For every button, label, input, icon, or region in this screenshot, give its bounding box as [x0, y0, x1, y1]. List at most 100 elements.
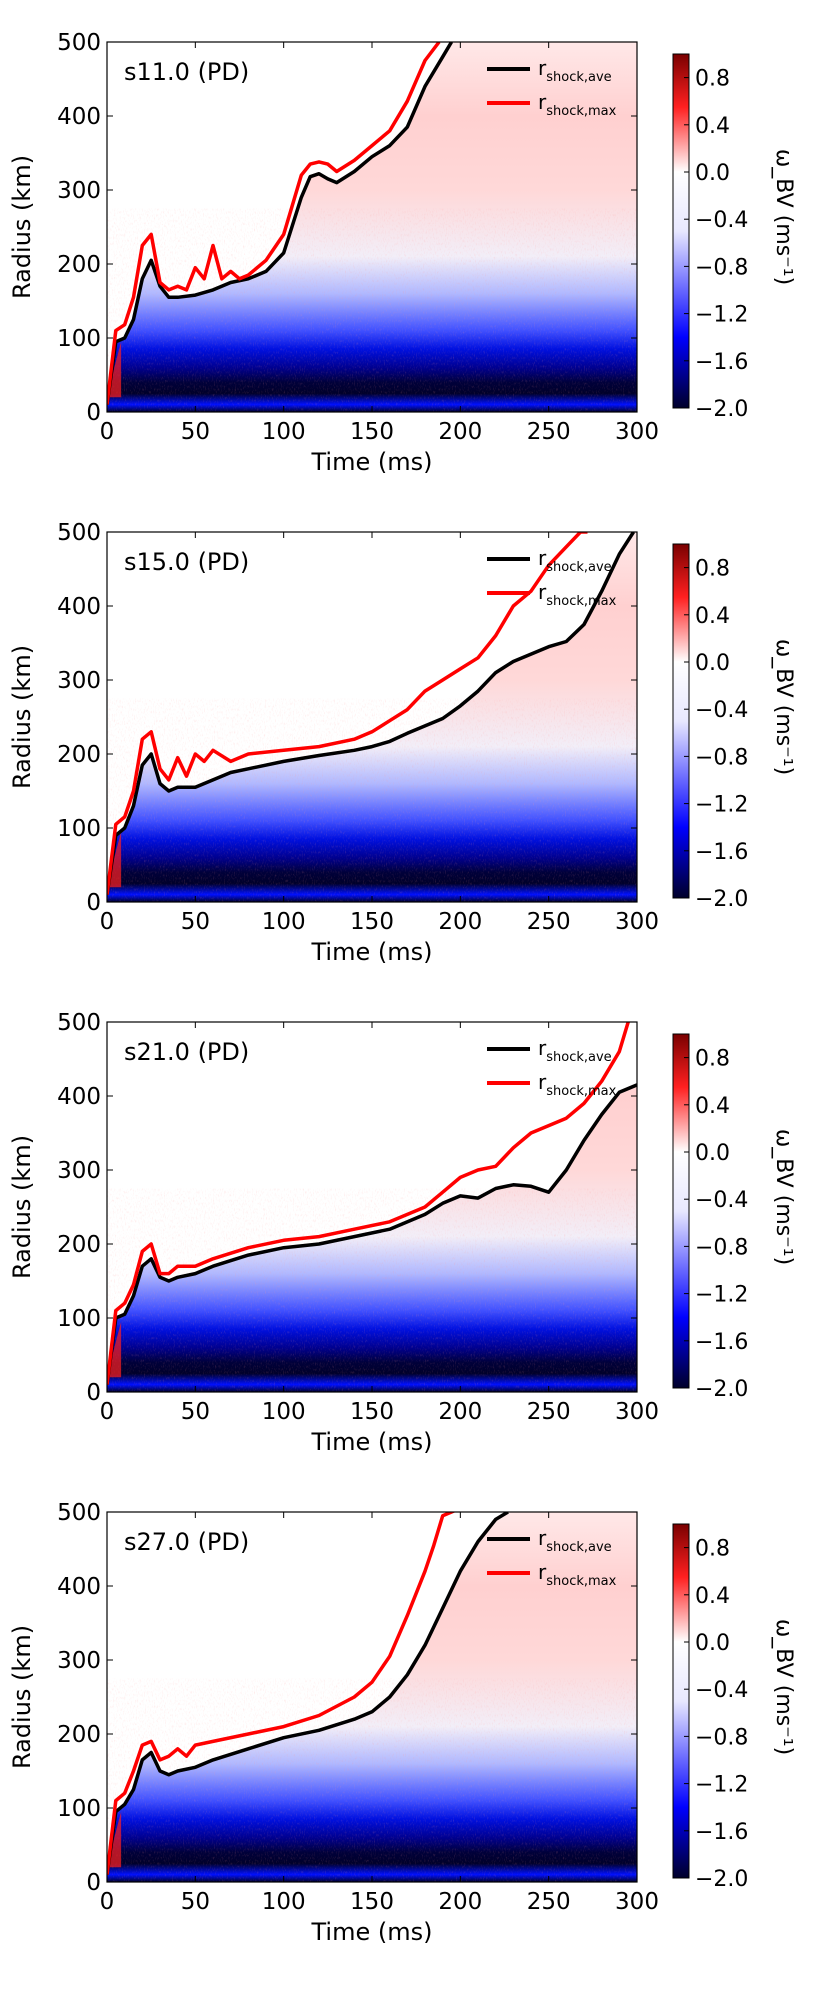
x-axis-label: Time (ms) — [311, 1918, 433, 1946]
heatmap-texture — [107, 1678, 637, 1882]
colorbar-tick-label: −0.4 — [695, 698, 748, 723]
y-tick-label: 100 — [57, 1306, 101, 1332]
colorbar-tick-label: 0.0 — [695, 651, 730, 676]
heatmap-texture — [107, 1188, 637, 1392]
x-tick-label: 100 — [262, 909, 306, 935]
x-tick-label: 0 — [100, 419, 115, 445]
colorbar-tick-label: 0.0 — [695, 1141, 730, 1166]
colorbar-tick-label: −1.6 — [695, 1330, 748, 1355]
colorbar-tick-label: 0.4 — [695, 114, 730, 139]
series-line-r-shock-ave — [107, 532, 635, 895]
x-tick-label: 150 — [350, 1889, 394, 1915]
colorbar-tick-label: −1.2 — [695, 1773, 748, 1798]
x-tick-label: 50 — [181, 909, 210, 935]
colorbar-tick-label: −2.0 — [695, 1867, 748, 1892]
colorbar-label: ω_BV (ms⁻¹) — [771, 1619, 796, 1755]
heatmap-texture — [107, 698, 637, 902]
colorbar-tick-label: −0.8 — [695, 255, 748, 280]
y-axis-label: Radius (km) — [8, 1135, 36, 1279]
colorbar-tick-label: 0.4 — [695, 1584, 730, 1609]
x-tick-label: 200 — [438, 909, 482, 935]
colorbar-tick-label: −2.0 — [695, 1377, 748, 1402]
colorbar — [672, 1523, 690, 1879]
legend-entry-subscript: shock,max — [546, 1574, 616, 1589]
x-tick-label: 150 — [350, 1399, 394, 1425]
x-axis-label: Time (ms) — [311, 1428, 433, 1456]
y-axis-label: Radius (km) — [8, 155, 36, 299]
series-line-r-shock-max — [107, 42, 441, 405]
legend-entry-subscript: shock,ave — [546, 1540, 611, 1555]
heatmap — [107, 532, 637, 902]
x-tick-label: 0 — [100, 1399, 115, 1425]
x-tick-label: 0 — [100, 1889, 115, 1915]
y-tick-label: 500 — [57, 30, 101, 56]
colorbar-tick-label: −0.8 — [695, 745, 748, 770]
y-tick-label: 200 — [57, 252, 101, 278]
x-axis-label: Time (ms) — [311, 938, 433, 966]
colorbar-tick-label: 0.8 — [695, 67, 730, 92]
series-line-r-shock-max — [107, 1512, 457, 1875]
colorbar-tick-label: −0.4 — [695, 208, 748, 233]
x-tick-label: 300 — [615, 909, 659, 935]
colorbar-tick-label: 0.8 — [695, 1537, 730, 1562]
legend-entry-subscript: shock,max — [546, 1084, 616, 1099]
y-tick-label: 400 — [57, 1574, 101, 1600]
y-tick-label: 300 — [57, 1648, 101, 1674]
y-axis-label: Radius (km) — [8, 645, 36, 789]
x-tick-label: 300 — [615, 1399, 659, 1425]
panel-title: s15.0 (PD) — [124, 548, 249, 576]
colorbar-tick-label: 0.4 — [695, 1094, 730, 1119]
y-tick-label: 100 — [57, 1796, 101, 1822]
heatmap — [107, 1022, 637, 1392]
panel-title: s21.0 (PD) — [124, 1038, 249, 1066]
y-tick-label: 300 — [57, 178, 101, 204]
x-axis-label: Time (ms) — [311, 448, 433, 476]
x-tick-label: 200 — [438, 419, 482, 445]
colorbar-tick-label: −0.4 — [695, 1188, 748, 1213]
heatmap-texture — [107, 208, 637, 412]
x-tick-label: 100 — [262, 1889, 306, 1915]
x-tick-label: 150 — [350, 909, 394, 935]
legend-entry-subscript: shock,ave — [546, 70, 611, 85]
x-tick-label: 250 — [527, 1399, 571, 1425]
x-tick-label: 250 — [527, 419, 571, 445]
x-tick-label: 200 — [438, 1399, 482, 1425]
x-tick-label: 250 — [527, 909, 571, 935]
y-tick-label: 400 — [57, 594, 101, 620]
x-tick-label: 300 — [615, 419, 659, 445]
colorbar-tick-label: 0.8 — [695, 1047, 730, 1072]
panel-title: s27.0 (PD) — [124, 1528, 249, 1556]
legend-entry-subscript: shock,ave — [546, 1050, 611, 1065]
y-tick-label: 400 — [57, 104, 101, 130]
colorbar-tick-label: 0.4 — [695, 604, 730, 629]
x-tick-label: 150 — [350, 419, 394, 445]
colorbar-tick-label: −1.6 — [695, 840, 748, 865]
colorbar-tick-label: −2.0 — [695, 887, 748, 912]
y-tick-label: 300 — [57, 668, 101, 694]
y-tick-label: 500 — [57, 520, 101, 546]
y-tick-label: 500 — [57, 1010, 101, 1036]
colorbar-tick-label: −1.2 — [695, 303, 748, 328]
panel-1: 0 50 100 150 200 250 300 0 100 200 300 400 500 Time (… — [8, 30, 796, 476]
series-line-r-shock-ave — [107, 1083, 637, 1385]
y-tick-label: 500 — [57, 1500, 101, 1526]
colorbar-tick-label: −0.8 — [695, 1235, 748, 1260]
y-axis-label: Radius (km) — [8, 1625, 36, 1769]
y-tick-label: 200 — [57, 742, 101, 768]
series-line-r-shock-max — [107, 1022, 630, 1385]
x-tick-label: 100 — [262, 419, 306, 445]
heatmap — [107, 42, 637, 412]
y-tick-label: 0 — [86, 890, 101, 916]
x-tick-label: 50 — [181, 1399, 210, 1425]
x-tick-label: 50 — [181, 1889, 210, 1915]
y-tick-label: 200 — [57, 1232, 101, 1258]
colorbar-tick-label: −1.6 — [695, 1820, 748, 1845]
panel-2: 0 50 100 150 200 250 300 0 100 200 300 400 500 Time (… — [8, 520, 796, 966]
x-tick-label: 300 — [615, 1889, 659, 1915]
panel-title: s11.0 (PD) — [124, 58, 249, 86]
colorbar — [672, 53, 690, 409]
y-tick-label: 400 — [57, 1084, 101, 1110]
colorbar-tick-label: −0.4 — [695, 1678, 748, 1703]
colorbar-label: ω_BV (ms⁻¹) — [771, 1129, 796, 1265]
